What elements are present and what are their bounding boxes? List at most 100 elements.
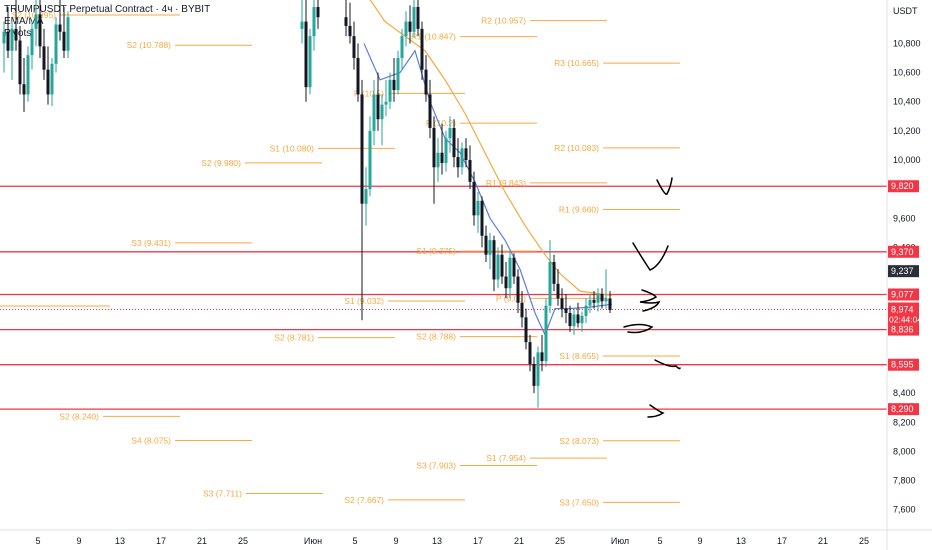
candle-body — [14, 28, 18, 41]
indicator-ema-ma[interactable]: EMA/MA — [4, 16, 44, 27]
candle-body — [456, 157, 460, 168]
candle-body — [6, 31, 10, 51]
hand-drawn-stroke — [623, 323, 654, 334]
chart-header: TRUMPUSDT Perpetual Contract · 4ч · BYBI… — [4, 4, 210, 40]
x-tick-label: 25 — [859, 536, 869, 546]
candles — [2, 0, 612, 408]
candle-body — [408, 21, 412, 32]
x-tick-label: 9 — [393, 536, 398, 546]
level-price-box — [888, 323, 919, 336]
candle-body — [588, 299, 592, 306]
candle-body — [516, 276, 520, 303]
level-price-box — [888, 180, 919, 193]
candle-body — [600, 294, 604, 302]
candle-body — [484, 235, 488, 255]
candle-body — [316, 7, 320, 18]
candle-body — [46, 69, 50, 95]
level-price-label: 8,595 — [891, 360, 914, 370]
candle-body — [368, 130, 372, 190]
candle-body — [572, 314, 576, 327]
marker-price-label: 9,237 — [891, 266, 914, 276]
axis-unit-label[interactable]: USDT — [893, 6, 918, 16]
candle-body — [536, 352, 540, 386]
candle-body — [312, 7, 316, 37]
candle-body — [412, 7, 416, 32]
candle-body — [356, 58, 360, 95]
candle-body — [400, 36, 404, 59]
y-tick-label: 10,200 — [893, 126, 921, 136]
pivot-label: S1 (7.954) — [486, 453, 526, 463]
candle-body — [22, 84, 26, 95]
candle-body — [580, 315, 584, 324]
hand-drawn-stroke — [656, 177, 673, 195]
pivot-label: P (9.05) — [496, 293, 526, 303]
x-tick-label: Июн — [304, 536, 322, 546]
pivot-label: R2 (10.083) — [554, 143, 599, 153]
symbol-title[interactable]: TRUMPUSDT Perpetual Contract · 4ч · BYBI… — [4, 4, 211, 15]
candle-body — [436, 152, 440, 168]
candle-body — [372, 94, 376, 131]
countdown-label: 02:44:04 — [889, 314, 922, 324]
candle-body — [404, 21, 408, 37]
last-price-box — [888, 302, 919, 326]
pivot-label: S2 (8.781) — [274, 333, 314, 343]
candle-body — [66, 17, 70, 51]
level-price-label: 9,820 — [891, 181, 914, 191]
hand-drawn-stroke — [647, 404, 665, 418]
pivot-label: S2 (7.667) — [344, 495, 384, 505]
candle-body — [42, 46, 46, 70]
candle-body — [520, 302, 524, 318]
x-tick-label: 21 — [818, 536, 828, 546]
candle-body — [472, 181, 476, 216]
pivot-label: S1 (9.032) — [344, 296, 384, 306]
x-tick-label: 13 — [432, 536, 442, 546]
candle-body — [532, 363, 536, 386]
y-tick-label: 10,400 — [893, 97, 921, 107]
candle-body — [360, 94, 364, 204]
pivot-levels: S2 (10.995) S2 (10.788) S2 (9.980) S3 (9.43… — [0, 10, 680, 507]
hand-drawn-stroke — [632, 242, 669, 271]
level-price-box — [888, 403, 919, 416]
candle-body — [440, 152, 444, 163]
candle-body — [460, 148, 464, 168]
x-tick-label: Июл — [611, 536, 629, 546]
candle-body — [604, 298, 608, 302]
y-tick-label: 10,800 — [893, 38, 921, 48]
level-price-label: 9,370 — [891, 247, 914, 257]
candle-body — [552, 261, 556, 284]
indicator-pivots[interactable]: Pivots — [4, 28, 32, 39]
candle-body — [416, 7, 420, 29]
pivot-label: S3 (7.711) — [203, 489, 242, 499]
pivot-label: S3 (7.903) — [416, 461, 456, 471]
level-price-box — [888, 358, 919, 371]
candle-body — [584, 305, 588, 316]
candle-body — [548, 261, 552, 306]
candle-body — [528, 342, 532, 364]
pivot-label: P (10.5) — [354, 88, 384, 98]
candle-body — [432, 127, 436, 168]
y-tick-label: 8,400 — [893, 388, 916, 398]
level-price-label: 8,836 — [891, 325, 914, 335]
x-tick-label: 17 — [777, 536, 787, 546]
y-tick-label: 9,600 — [893, 213, 916, 223]
x-tick-label: 21 — [197, 536, 207, 546]
x-tick-label: 13 — [115, 536, 125, 546]
y-tick-label: 7,600 — [893, 505, 916, 515]
pivot-label: P (10.2) — [426, 118, 456, 128]
candle-body — [2, 31, 6, 44]
candle-body — [568, 312, 572, 327]
x-tick-label: 13 — [736, 536, 746, 546]
candle-body — [62, 31, 66, 51]
candle-body — [608, 298, 612, 311]
candle-body — [488, 240, 492, 255]
candle-body — [352, 36, 356, 59]
y-tick-label: 10,600 — [893, 68, 921, 78]
candle-body — [480, 200, 484, 236]
candle-body — [58, 24, 62, 32]
candle-body — [452, 127, 456, 158]
candle-body — [304, 21, 308, 88]
candle-body — [468, 160, 472, 182]
pivot-label: S2 (8.788) — [416, 332, 456, 342]
candle-body — [524, 317, 528, 343]
